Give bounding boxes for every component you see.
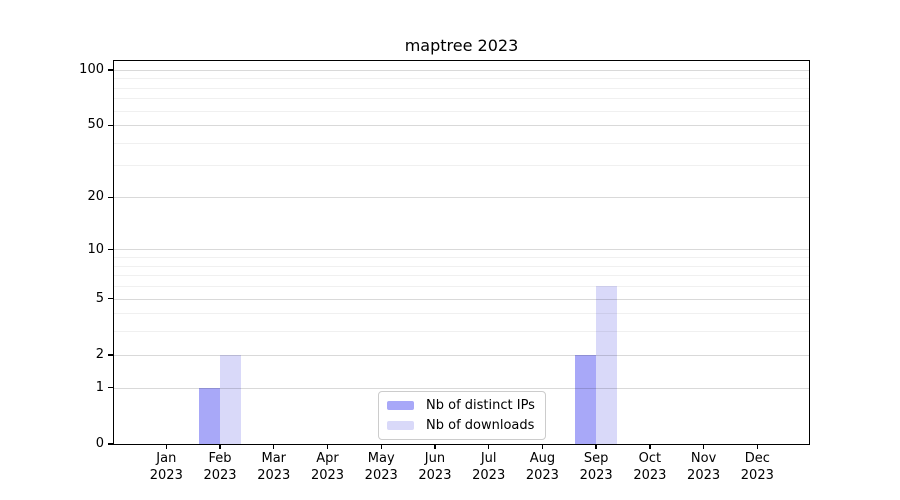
y-gridline-minor xyxy=(113,110,810,112)
legend-swatch-downloads-icon xyxy=(387,421,414,430)
x-tick-mark xyxy=(165,444,167,449)
x-tick-label: Aug 2023 xyxy=(525,451,559,483)
y-gridline-minor xyxy=(113,257,810,259)
y-gridline-minor xyxy=(113,165,810,167)
x-tick-label: Sep 2023 xyxy=(579,451,613,483)
y-tick-label: 10 xyxy=(87,241,104,257)
x-tick-mark xyxy=(434,444,436,449)
plot-area xyxy=(112,59,811,446)
y-gridline-minor xyxy=(113,142,810,144)
x-tick-mark xyxy=(756,444,758,449)
x-tick-label: Mar 2023 xyxy=(257,451,291,483)
x-tick-mark xyxy=(219,444,221,449)
y-tick-mark xyxy=(108,69,113,71)
y-tick-label: 1 xyxy=(95,379,104,395)
y-tick-mark xyxy=(108,443,113,445)
x-tick-label: Feb 2023 xyxy=(203,451,237,483)
y-tick-mark xyxy=(108,249,113,251)
x-tick-mark xyxy=(595,444,597,449)
chart-title: maptree 2023 xyxy=(404,36,519,55)
y-gridline-minor xyxy=(113,78,810,80)
y-tick-label: 20 xyxy=(87,189,104,205)
bar-nb-of-distinct-ips xyxy=(574,354,596,444)
x-tick-label: Jun 2023 xyxy=(418,451,452,483)
legend-item-distinct-ips: Nb of distinct IPs xyxy=(387,397,537,414)
x-tick-mark xyxy=(273,444,275,449)
y-gridline-minor xyxy=(113,313,810,315)
y-tick-mark xyxy=(108,298,113,300)
y-tick-mark xyxy=(108,124,113,127)
legend-swatch-distinct-ips-icon xyxy=(387,401,414,410)
x-tick-label: Nov 2023 xyxy=(687,451,721,483)
x-tick-mark xyxy=(380,444,382,449)
x-tick-mark xyxy=(488,444,490,449)
y-gridline-minor xyxy=(113,275,810,277)
y-gridline-major xyxy=(113,387,810,389)
y-gridline-major xyxy=(113,197,810,199)
y-gridline-major xyxy=(113,249,810,251)
y-tick-label: 2 xyxy=(95,346,104,362)
legend-label-distinct-ips: Nb of distinct IPs xyxy=(426,398,535,413)
x-tick-label: Jul 2023 xyxy=(472,451,506,483)
x-tick-mark xyxy=(541,444,544,449)
legend: Nb of distinct IPs Nb of downloads xyxy=(378,391,546,440)
y-tick-label: 100 xyxy=(79,62,104,78)
y-gridline-minor xyxy=(113,98,810,100)
x-tick-label: Jan 2023 xyxy=(149,451,183,483)
bar-nb-of-downloads xyxy=(219,354,241,444)
y-tick-label: 0 xyxy=(95,436,104,451)
x-tick-mark xyxy=(702,444,705,449)
bar-nb-of-downloads xyxy=(595,286,617,444)
y-gridline-major xyxy=(113,354,810,356)
y-tick-label: 5 xyxy=(95,290,104,306)
y-gridline-major xyxy=(113,298,810,300)
y-gridline-minor xyxy=(113,331,810,333)
legend-item-downloads: Nb of downloads xyxy=(387,417,537,434)
x-tick-label: Apr 2023 xyxy=(310,451,345,483)
y-tick-mark xyxy=(108,354,113,356)
x-tick-label: Oct 2023 xyxy=(633,451,667,483)
x-tick-mark xyxy=(326,444,329,449)
y-gridline-minor xyxy=(113,87,810,89)
legend-label-downloads: Nb of downloads xyxy=(426,418,535,433)
y-gridline-major xyxy=(113,69,810,71)
y-gridline-minor xyxy=(113,286,810,288)
y-tick-mark xyxy=(108,196,113,198)
x-tick-mark xyxy=(649,444,651,449)
x-tick-label: May 2023 xyxy=(364,451,398,483)
y-tick-mark xyxy=(108,387,113,389)
y-gridline-minor xyxy=(113,265,810,267)
y-tick-label: 50 xyxy=(87,117,104,133)
x-tick-label: Dec 2023 xyxy=(740,451,774,483)
y-gridline-major xyxy=(113,125,810,127)
bar-nb-of-distinct-ips xyxy=(198,387,220,444)
